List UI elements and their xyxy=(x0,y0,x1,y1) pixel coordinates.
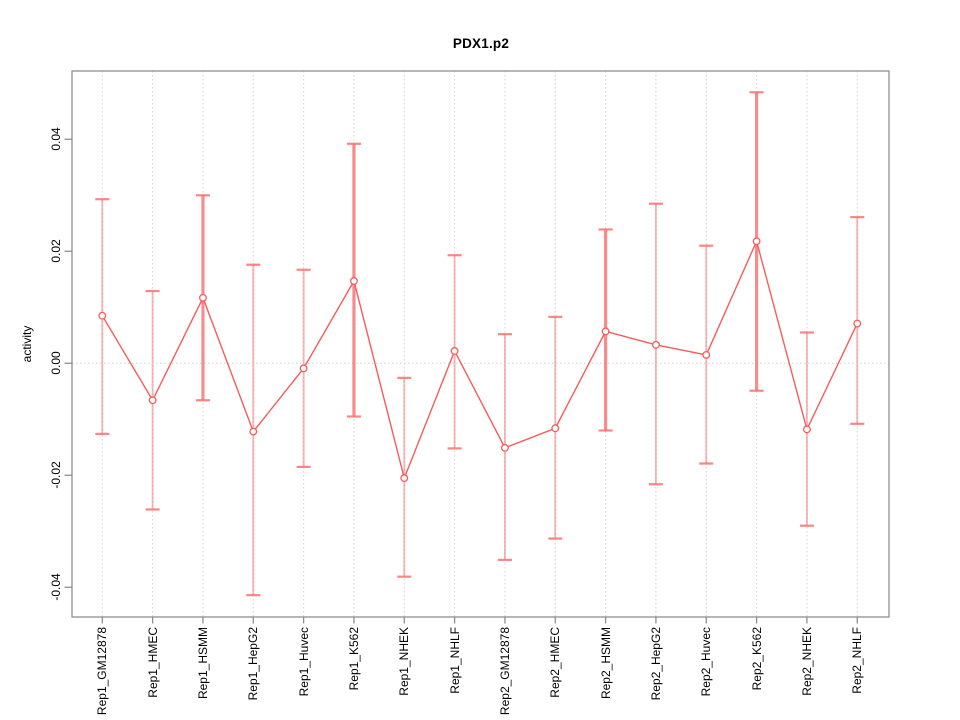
data-point xyxy=(148,396,157,405)
data-point xyxy=(853,319,862,328)
x-tick-label: Rep1_K562 xyxy=(346,627,361,691)
y-tick-label: 0.04 xyxy=(49,127,63,151)
x-tick-label: Rep1_HSMM xyxy=(195,627,210,700)
data-points xyxy=(98,237,862,483)
error-bar-stems xyxy=(101,199,859,596)
data-point xyxy=(802,425,811,434)
activity-line xyxy=(101,239,858,481)
data-point xyxy=(702,350,711,359)
data-point xyxy=(98,311,107,320)
data-point xyxy=(752,237,761,246)
data-point xyxy=(651,340,660,349)
data-point xyxy=(199,293,207,302)
x-tick-label: Rep1_GM12878 xyxy=(95,627,110,716)
x-tick-label: Rep2_K562 xyxy=(749,627,764,691)
x-tick-label: Rep1_HMEC xyxy=(145,627,160,698)
data-point xyxy=(551,424,560,433)
x-tick-label: Rep2_HepG2 xyxy=(648,627,663,701)
gridlines xyxy=(72,71,889,617)
data-point xyxy=(400,474,409,483)
x-tick-label: Rep2_NHLF xyxy=(850,627,865,694)
data-line xyxy=(101,239,858,481)
plot-box-and-ticks xyxy=(64,70,890,624)
x-tick-label: Rep2_NHEK xyxy=(799,627,814,696)
y-tick-label: -0.04 xyxy=(49,573,63,601)
y-tick-label: 0.02 xyxy=(49,239,63,263)
x-tick-label: Rep1_NHEK xyxy=(397,627,412,696)
y-tick-label: -0.02 xyxy=(49,461,63,489)
data-point xyxy=(500,443,509,452)
x-tick-label: Rep2_HMEC xyxy=(548,627,563,698)
x-tick-label: Rep2_Huvec xyxy=(699,627,714,697)
error-bar-caps xyxy=(95,91,865,597)
data-point xyxy=(299,364,308,373)
data-point xyxy=(249,427,258,436)
x-tick-label: Rep1_NHLF xyxy=(447,627,462,694)
plot-box xyxy=(71,70,890,618)
data-point xyxy=(601,327,610,336)
data-point xyxy=(350,277,358,285)
x-tick-label: Rep2_GM12878 xyxy=(497,627,512,716)
x-tick-label: Rep1_HepG2 xyxy=(246,627,261,701)
error-bar-stems-wide xyxy=(201,92,759,431)
chart-title: PDX1.p2 xyxy=(452,36,510,51)
data-point xyxy=(450,347,459,355)
y-axis-title: activity xyxy=(20,325,34,363)
x-tick-label: Rep1_Huvec xyxy=(296,627,311,697)
y-tick-label: 0.00 xyxy=(49,351,63,375)
x-tick-label: Rep2_HSMM xyxy=(598,627,613,700)
